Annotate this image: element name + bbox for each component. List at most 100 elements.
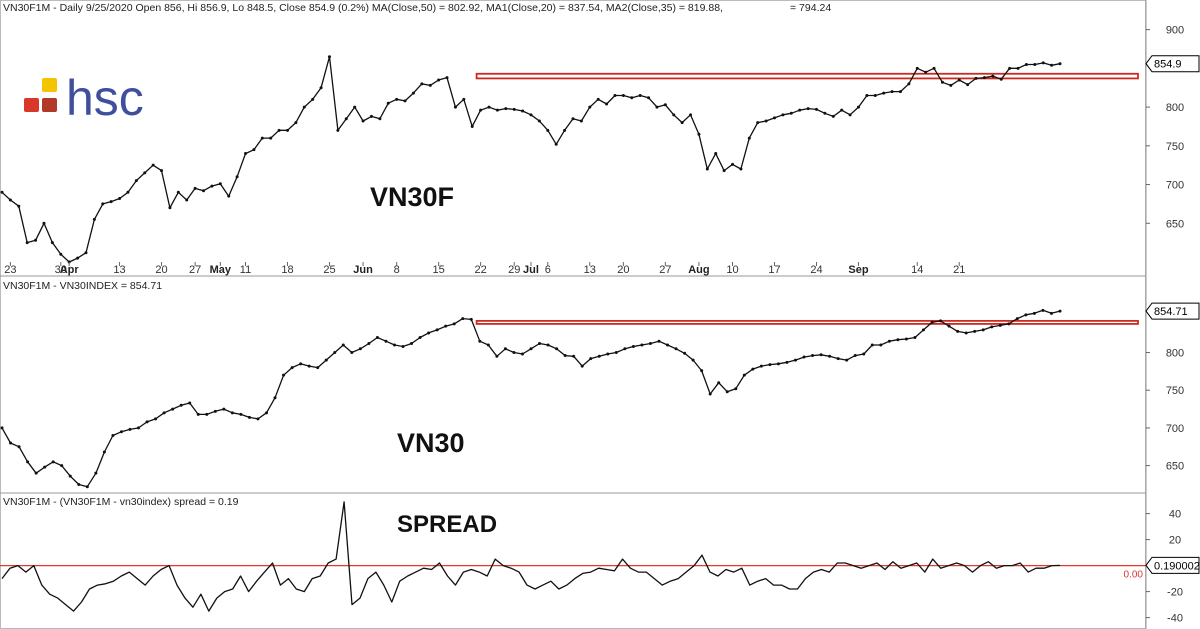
data-point-1-32 — [273, 396, 277, 400]
data-point-0-73 — [613, 93, 617, 97]
data-point-1-98 — [836, 357, 840, 361]
spread-panel: 40 20 -20 -40 0.00 0.190002 — [0, 501, 1200, 625]
y-tick-label-1-0: 650 — [1166, 461, 1184, 473]
x-tick-label-20: Aug — [688, 264, 709, 276]
data-point-1-64 — [546, 343, 550, 347]
last-value-box-0 — [1145, 55, 1200, 73]
data-point-0-63 — [529, 113, 533, 117]
data-point-0-5 — [42, 221, 46, 225]
data-point-0-121 — [1016, 66, 1020, 70]
data-point-0-23 — [193, 186, 197, 190]
data-point-1-59 — [503, 347, 507, 351]
data-point-1-74 — [631, 345, 635, 349]
data-point-0-26 — [218, 182, 222, 186]
data-point-0-36 — [302, 105, 306, 109]
data-point-1-83 — [708, 392, 712, 396]
data-point-0-91 — [764, 119, 768, 123]
last-value-tag-1: 854.71 — [1145, 302, 1200, 320]
data-point-0-48 — [403, 99, 407, 103]
data-point-1-42 — [358, 347, 362, 351]
data-point-0-24 — [202, 189, 206, 193]
data-point-0-71 — [596, 97, 600, 101]
data-point-0-20 — [168, 206, 172, 210]
data-point-0-85 — [714, 152, 718, 156]
data-point-1-56 — [478, 339, 482, 343]
data-point-0-75 — [630, 96, 634, 100]
spread-header: VN30F1M - (VN30F1M - vn30index) spread =… — [3, 496, 239, 508]
data-point-0-30 — [252, 148, 256, 152]
x-tick-label-10: Jun — [353, 264, 373, 276]
data-point-0-3 — [25, 241, 29, 245]
y-tick-label-0-1: 700 — [1166, 180, 1184, 192]
data-point-1-108 — [921, 328, 925, 332]
data-point-1-39 — [333, 351, 337, 355]
vn30f-label: VN30F — [370, 182, 454, 212]
data-point-1-89 — [759, 364, 763, 368]
data-point-0-40 — [336, 128, 340, 132]
data-point-1-19 — [162, 411, 166, 415]
x-tick-label-2: Apr — [60, 264, 80, 276]
data-point-0-0 — [0, 190, 4, 194]
data-point-1-44 — [375, 335, 379, 339]
data-point-0-19 — [160, 169, 164, 173]
data-point-1-96 — [819, 353, 823, 357]
data-point-0-111 — [932, 66, 936, 70]
data-point-0-22 — [185, 198, 189, 202]
data-point-0-51 — [428, 83, 432, 87]
data-point-0-14 — [118, 196, 122, 200]
data-point-0-32 — [269, 136, 273, 140]
data-point-1-4 — [34, 471, 38, 475]
data-point-0-42 — [353, 105, 357, 109]
y-tick-label-0-0: 650 — [1166, 218, 1184, 230]
data-point-0-84 — [705, 167, 709, 171]
series-line-2 — [1, 501, 1061, 612]
data-point-0-21 — [176, 190, 180, 194]
spread-label: SPREAD — [397, 511, 497, 538]
data-point-0-72 — [605, 102, 609, 106]
data-point-0-33 — [277, 128, 281, 132]
y-tick-label-1-1: 700 — [1166, 423, 1184, 435]
data-point-0-12 — [101, 202, 105, 206]
data-point-0-114 — [957, 78, 961, 82]
data-point-1-94 — [802, 355, 806, 359]
data-point-0-70 — [588, 105, 592, 109]
x-tick-label-24: Sep — [848, 264, 868, 276]
data-point-0-9 — [76, 256, 80, 260]
data-point-1-10 — [85, 485, 89, 489]
data-point-1-20 — [171, 407, 175, 411]
data-point-1-123 — [1049, 311, 1053, 315]
data-point-1-97 — [828, 354, 832, 358]
data-point-1-81 — [691, 358, 695, 362]
data-point-0-125 — [1050, 63, 1054, 67]
data-point-0-25 — [210, 184, 214, 188]
data-point-1-117 — [998, 323, 1002, 327]
data-point-0-44 — [369, 114, 373, 118]
data-point-0-59 — [495, 108, 499, 112]
data-point-0-39 — [327, 55, 331, 59]
x-tick-label-3: 13 — [113, 264, 125, 276]
data-point-1-12 — [102, 450, 106, 454]
data-point-0-105 — [882, 91, 886, 95]
data-point-1-78 — [666, 343, 670, 347]
plot-frame — [0, 0, 1146, 629]
data-point-1-90 — [768, 363, 772, 367]
data-point-1-119 — [1015, 317, 1019, 321]
logo-red-square — [24, 98, 39, 112]
data-point-0-38 — [319, 86, 323, 90]
data-point-0-122 — [1024, 62, 1028, 66]
data-point-1-3 — [26, 460, 30, 464]
data-point-1-36 — [307, 364, 311, 368]
data-point-1-86 — [734, 387, 738, 391]
data-point-0-60 — [504, 107, 508, 111]
data-point-1-49 — [418, 335, 422, 339]
data-point-0-13 — [109, 200, 113, 204]
series-line-0 — [1, 56, 1061, 263]
data-point-1-21 — [179, 403, 183, 407]
data-point-1-121 — [1032, 311, 1036, 315]
data-point-1-34 — [290, 366, 294, 370]
data-point-1-25 — [213, 409, 217, 413]
data-point-0-27 — [227, 194, 231, 198]
data-point-0-4 — [34, 238, 38, 242]
data-point-0-17 — [143, 171, 147, 175]
x-tick-label-7: 11 — [240, 264, 251, 276]
